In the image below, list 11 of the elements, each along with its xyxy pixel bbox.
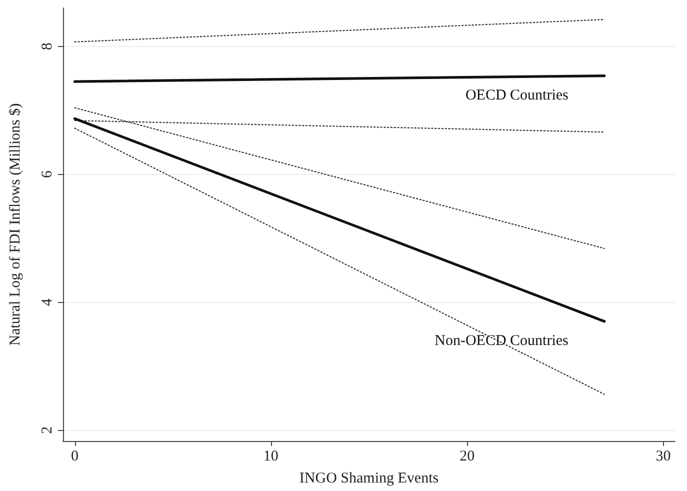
x-tick-label: 20	[460, 448, 475, 464]
x-axis-title: INGO Shaming Events	[299, 470, 439, 486]
series-label: OECD Countries	[465, 87, 569, 104]
y-tick-label: 6	[40, 170, 56, 178]
y-tick-label: 4	[40, 298, 56, 306]
x-tick-label: 30	[656, 448, 671, 464]
y-axis-title: Natural Log of FDI Inflows (Millions $)	[8, 103, 24, 346]
x-tick-label: 0	[71, 448, 79, 464]
y-tick-label: 2	[40, 426, 56, 434]
x-tick-label: 10	[263, 448, 278, 464]
y-tick-label: 8	[40, 42, 56, 50]
